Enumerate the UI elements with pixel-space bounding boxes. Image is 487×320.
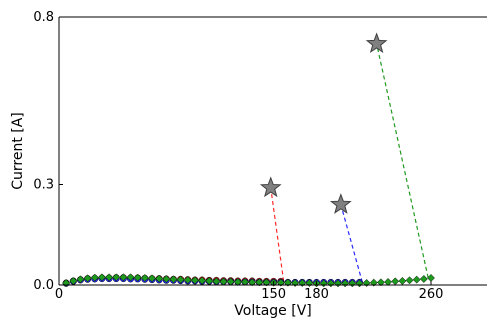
x-tick-label: 150 bbox=[261, 287, 286, 302]
data-point bbox=[276, 278, 285, 287]
breakdown-star-marker bbox=[259, 176, 282, 198]
data-point bbox=[169, 275, 178, 284]
data-point bbox=[376, 278, 385, 287]
y-tick-label: 0.3 bbox=[33, 178, 54, 193]
data-point bbox=[341, 279, 350, 288]
data-point bbox=[369, 278, 378, 287]
data-point bbox=[126, 273, 135, 282]
data-point bbox=[133, 273, 142, 282]
data-point bbox=[176, 275, 185, 284]
data-point bbox=[183, 276, 192, 284]
breakdown-star-marker bbox=[329, 193, 352, 214]
data-point bbox=[140, 274, 149, 282]
plot-frame bbox=[58, 16, 487, 286]
x-axis-title: Voltage [V] bbox=[234, 303, 311, 319]
data-point bbox=[262, 278, 271, 287]
y-tick-label: 0.8 bbox=[33, 10, 54, 25]
data-point bbox=[362, 279, 371, 287]
data-point bbox=[283, 278, 292, 287]
y-tick-label: 0.0 bbox=[33, 278, 54, 293]
y-axis-title: Current [A] bbox=[10, 112, 26, 190]
data-point bbox=[112, 273, 121, 282]
data-point bbox=[148, 274, 156, 283]
data-point bbox=[162, 275, 171, 283]
data-point bbox=[97, 273, 106, 282]
data-point bbox=[291, 279, 300, 287]
data-point bbox=[119, 273, 128, 282]
x-tick-label: 180 bbox=[304, 287, 329, 302]
data-point bbox=[62, 279, 71, 287]
data-point bbox=[241, 278, 249, 286]
data-point bbox=[255, 278, 264, 287]
data-point bbox=[76, 275, 85, 284]
axis-ticks: 0 150 180 260 0.0 0.3 0.8 bbox=[33, 10, 443, 302]
data-point bbox=[190, 276, 199, 285]
data-point bbox=[405, 276, 414, 285]
data-point bbox=[384, 278, 393, 286]
breakdown-star-marker bbox=[365, 32, 388, 54]
plot-background bbox=[59, 17, 487, 285]
x-tick-label: 260 bbox=[419, 287, 444, 302]
data-point bbox=[105, 273, 114, 282]
data-point bbox=[155, 274, 164, 283]
data-point bbox=[233, 278, 242, 286]
breakdown-dashed-line bbox=[270, 187, 285, 282]
data-point bbox=[305, 279, 314, 287]
data-point bbox=[419, 275, 428, 283]
breakdown-dashed-line bbox=[376, 43, 429, 278]
data-point bbox=[83, 274, 92, 283]
x-tick-label: 0 bbox=[55, 287, 63, 302]
data-point bbox=[412, 275, 421, 284]
data-point bbox=[248, 278, 257, 287]
data-point bbox=[90, 273, 99, 282]
data-point bbox=[198, 276, 207, 285]
chart-marks bbox=[62, 32, 435, 288]
data-point bbox=[326, 279, 335, 288]
